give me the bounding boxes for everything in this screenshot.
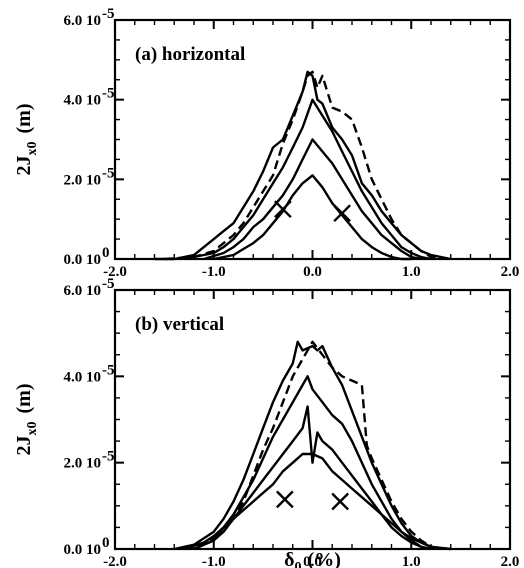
x-axis-title: δ0 (%) xyxy=(284,549,341,568)
y-tick-mantissa: 6.0 10 xyxy=(64,13,102,29)
y-tick-label: 6.0 10 xyxy=(64,13,102,29)
panel-label: (b) vertical xyxy=(135,314,224,335)
y-axis-title-main: 2J xyxy=(13,155,35,175)
y-tick-label: 0.0 10 xyxy=(64,252,102,268)
y-tick-mantissa: 2.0 10 xyxy=(64,456,102,472)
y-tick-label: 4.0 10 xyxy=(64,369,102,385)
cross-stroke xyxy=(331,492,349,511)
series-line-4 xyxy=(203,138,422,261)
cross-stroke xyxy=(274,200,292,219)
y-tick-mantissa: 0.0 10 xyxy=(64,252,102,268)
chart-panel-1: -2.0 -1.0 0.0 1.0 2.00.0 10 02.0 10 -54.0 10 -5… xyxy=(13,6,519,280)
x-axis-title-unit: (%) xyxy=(308,549,341,568)
y-axis-title-main: 2J xyxy=(13,435,35,455)
series-line-3 xyxy=(193,375,432,551)
series-line-1 xyxy=(154,70,452,261)
x-tick-label: 1.0 xyxy=(402,264,421,280)
y-tick-label: 0.0 10 xyxy=(64,542,102,558)
cross-marker-1 xyxy=(274,200,292,219)
x-tick-label: 2.0 xyxy=(501,264,520,280)
x-tick-label: -2.0 xyxy=(103,554,127,568)
y-tick-exponent: -5 xyxy=(102,362,115,378)
x-tick-label: 1.0 xyxy=(402,554,421,568)
chart-panel-2: -2.0 -1.0 0.0 1.0 2.00.0 10 02.0 10 -54.0 10 -5… xyxy=(13,276,519,568)
y-tick-mantissa: 6.0 10 xyxy=(64,283,102,299)
y-tick-label: 6.0 10 xyxy=(64,283,102,299)
y-tick-exponent: -5 xyxy=(102,276,115,292)
y-tick-exponent: -5 xyxy=(102,6,115,22)
x-tick-label: 0.0 xyxy=(303,264,322,280)
cross-marker-2 xyxy=(333,204,351,223)
x-tick-label: -1.0 xyxy=(202,264,226,280)
y-tick-label: 2.0 10 xyxy=(64,172,102,188)
cross-stroke xyxy=(276,490,294,509)
cross-marker-1 xyxy=(276,490,294,509)
series-line-1 xyxy=(174,340,451,551)
y-axis-title: 2Jx0 (m) xyxy=(13,104,40,176)
y-tick-label: 4.0 10 xyxy=(64,93,102,109)
y-tick-mantissa: 4.0 10 xyxy=(64,369,102,385)
series-line-3 xyxy=(183,98,432,261)
y-axis-title-unit: (m) xyxy=(13,384,35,414)
y-tick-mantissa: 0.0 10 xyxy=(64,542,102,558)
series-line-4 xyxy=(193,405,432,551)
cross-marker-2 xyxy=(331,492,349,511)
cross-stroke xyxy=(333,204,351,223)
y-axis-title-sub: x0 xyxy=(25,421,40,435)
series-line-5 xyxy=(183,452,451,551)
x-axis-title-main: δ xyxy=(284,549,294,568)
y-tick-exponent: -5 xyxy=(102,449,115,465)
x-tick-label: -2.0 xyxy=(103,264,127,280)
x-tick-label: -1.0 xyxy=(202,554,226,568)
series-line-2 xyxy=(164,70,442,261)
panel-label: (a) horizontal xyxy=(135,44,245,65)
y-axis-title-unit: (m) xyxy=(13,104,35,134)
series-line-2 xyxy=(183,340,442,551)
y-tick-label: 2.0 10 xyxy=(64,456,102,472)
x-tick-label: 2.0 xyxy=(501,554,520,568)
y-axis-title-sub: x0 xyxy=(25,141,40,155)
y-tick-mantissa: 4.0 10 xyxy=(64,93,102,109)
y-tick-exponent: -5 xyxy=(102,165,115,181)
x-tick-label: 0.0 xyxy=(303,554,322,568)
y-axis-title: 2Jx0 (m) xyxy=(13,384,40,456)
y-tick-mantissa: 2.0 10 xyxy=(64,172,102,188)
x-axis-title-sub: 0 xyxy=(295,560,302,568)
y-tick-exponent: 0 xyxy=(102,535,110,551)
y-tick-exponent: -5 xyxy=(102,86,115,102)
series-line-5 xyxy=(213,174,412,261)
y-tick-exponent: 0 xyxy=(102,245,110,261)
